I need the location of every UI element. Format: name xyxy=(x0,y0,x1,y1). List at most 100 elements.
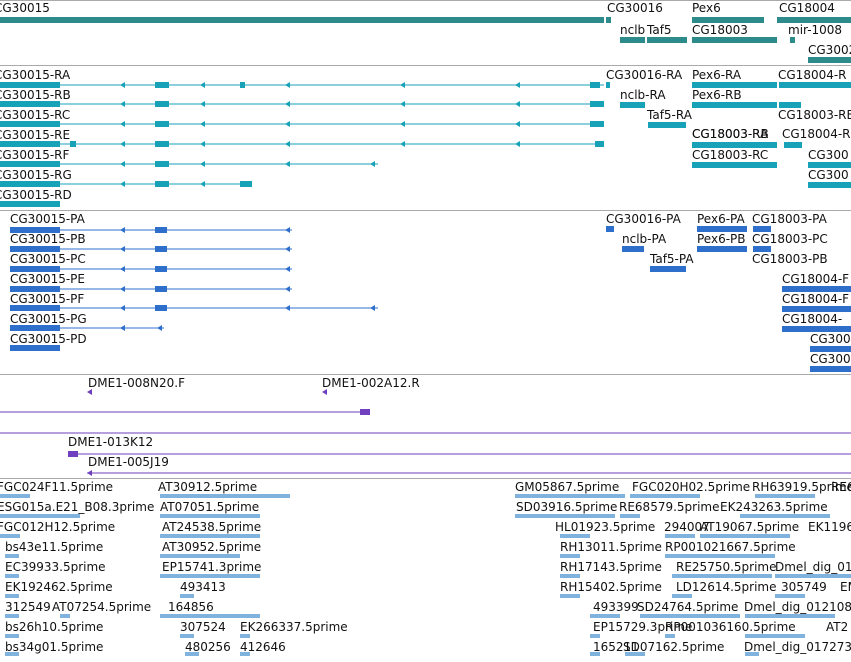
feature-label[interactable]: SD03916.5prime xyxy=(516,500,618,514)
est-feature[interactable] xyxy=(560,534,590,538)
est-feature[interactable] xyxy=(5,594,19,598)
feature-label[interactable]: CG30015 xyxy=(0,1,50,15)
strand-arrow[interactable] xyxy=(200,141,205,147)
feature-label[interactable]: Taf5-PA xyxy=(650,252,694,266)
feature-label[interactable]: nclb xyxy=(620,23,646,37)
feature-label[interactable]: CG30015-RA xyxy=(0,68,71,82)
strand-arrow[interactable] xyxy=(285,101,290,107)
transcript-exon[interactable] xyxy=(590,121,604,127)
feature-label[interactable]: CG30016 xyxy=(607,1,663,15)
est-feature[interactable] xyxy=(5,614,19,618)
cds-exon[interactable] xyxy=(10,345,60,351)
cds-exon[interactable] xyxy=(155,305,167,311)
strand-arrow[interactable] xyxy=(120,141,125,147)
strand-arrow[interactable] xyxy=(285,246,290,252)
feature-label[interactable]: 164856 xyxy=(168,600,214,614)
transcript-exon[interactable] xyxy=(155,141,169,147)
feature-label[interactable]: 307524 xyxy=(180,620,226,634)
feature-label[interactable]: 493413 xyxy=(180,580,226,594)
feature-label[interactable]: CG30015-PF xyxy=(10,292,85,306)
est-feature[interactable] xyxy=(515,494,625,498)
feature-label[interactable]: 165211 xyxy=(593,640,639,654)
feature-label[interactable]: CG18004-R xyxy=(782,127,851,141)
feature-label[interactable]: CG18003-RB xyxy=(778,108,851,122)
strand-arrow[interactable] xyxy=(285,305,290,311)
cds-exon[interactable] xyxy=(810,346,851,352)
transcript-exon[interactable] xyxy=(692,82,777,88)
est-feature[interactable] xyxy=(630,494,700,498)
feature-label[interactable]: HL01923.5prime xyxy=(555,520,656,534)
feature-label[interactable]: CG30015-PC xyxy=(10,252,86,266)
strand-arrow[interactable] xyxy=(120,246,125,252)
est-feature[interactable] xyxy=(515,514,615,518)
est-feature[interactable] xyxy=(5,652,19,656)
transcript-exon[interactable] xyxy=(0,161,60,167)
feature-label[interactable]: AT19067.5prime xyxy=(700,520,800,534)
strand-arrow[interactable] xyxy=(120,227,125,233)
feature-label[interactable]: Pex6 xyxy=(692,1,721,15)
est-feature[interactable] xyxy=(640,614,740,618)
transcript-exon[interactable] xyxy=(240,181,252,187)
est-feature[interactable] xyxy=(775,574,851,578)
gene-nclb[interactable] xyxy=(620,37,645,43)
transcript-exon[interactable] xyxy=(155,82,169,88)
feature-label[interactable]: RH13011.5prime xyxy=(560,540,662,554)
clone-end-marker[interactable] xyxy=(322,389,327,395)
est-feature[interactable] xyxy=(755,494,815,498)
transcript-exon[interactable] xyxy=(590,101,604,107)
feature-label[interactable]: EK192462.5prime xyxy=(5,580,113,594)
feature-label[interactable]: EP15741.3prime xyxy=(162,560,262,574)
feature-label[interactable]: CG18004-F xyxy=(782,292,850,306)
strand-arrow[interactable] xyxy=(200,101,205,107)
feature-label[interactable]: bs34g01.5prime xyxy=(5,640,104,654)
strand-arrow[interactable] xyxy=(200,181,205,187)
feature-label[interactable]: Pex6-PA xyxy=(697,212,745,226)
feature-label[interactable]: AT2 xyxy=(826,620,849,634)
est-feature[interactable] xyxy=(740,514,830,518)
cds-exon[interactable] xyxy=(697,246,747,252)
est-feature[interactable] xyxy=(665,534,695,538)
transcript-exon[interactable] xyxy=(155,121,169,127)
est-feature[interactable] xyxy=(590,652,600,656)
feature-label[interactable]: CG18004-F xyxy=(782,272,850,286)
feature-label[interactable]: EK1196 xyxy=(808,520,851,534)
cds-exon[interactable] xyxy=(10,305,60,311)
transcript-exon[interactable] xyxy=(620,102,645,108)
feature-label[interactable]: FGC024F11.5prime xyxy=(0,480,114,494)
transcript-exon[interactable] xyxy=(692,142,777,148)
strand-arrow[interactable] xyxy=(400,121,405,127)
feature-label[interactable]: CG300 xyxy=(808,168,849,182)
est-feature[interactable] xyxy=(5,634,19,638)
feature-label[interactable]: CG18003-PC xyxy=(752,232,828,246)
est-feature[interactable] xyxy=(560,594,580,598)
feature-label[interactable]: 480256 xyxy=(185,640,231,654)
feature-label[interactable]: Dmel_dig_017273 xyxy=(744,640,851,654)
feature-label[interactable]: AT30952.5prime xyxy=(162,540,262,554)
feature-label[interactable]: bs43e11.5prime xyxy=(5,540,104,554)
strand-arrow[interactable] xyxy=(285,141,290,147)
feature-label[interactable]: CG30015-PG xyxy=(10,312,87,326)
transcript-exon[interactable] xyxy=(648,122,686,128)
est-feature[interactable] xyxy=(590,614,620,618)
feature-label[interactable]: CG18003-RB xyxy=(692,127,769,141)
strand-arrow[interactable] xyxy=(120,101,125,107)
feature-label[interactable]: CG30016-PA xyxy=(606,212,681,226)
feature-label[interactable]: CG30015-RD xyxy=(0,188,72,202)
strand-arrow[interactable] xyxy=(120,121,125,127)
feature-label[interactable]: CG30015-RB xyxy=(0,88,71,102)
transcript-exon[interactable] xyxy=(155,101,169,107)
est-feature[interactable] xyxy=(560,574,580,578)
strand-arrow[interactable] xyxy=(400,101,405,107)
gene-mir-1008[interactable] xyxy=(790,37,795,43)
cds-exon[interactable] xyxy=(10,227,60,233)
feature-label[interactable]: 412646 xyxy=(240,640,286,654)
est-feature[interactable] xyxy=(665,634,675,638)
feature-label[interactable]: CG30015-RC xyxy=(0,108,71,122)
feature-label[interactable]: CG18004 xyxy=(779,1,835,15)
strand-arrow[interactable] xyxy=(120,266,125,272)
transcript-exon[interactable] xyxy=(692,162,777,168)
transcript-exon[interactable] xyxy=(70,141,76,147)
feature-label[interactable]: DME1-005J19 xyxy=(88,455,169,469)
est-feature[interactable] xyxy=(590,634,600,638)
